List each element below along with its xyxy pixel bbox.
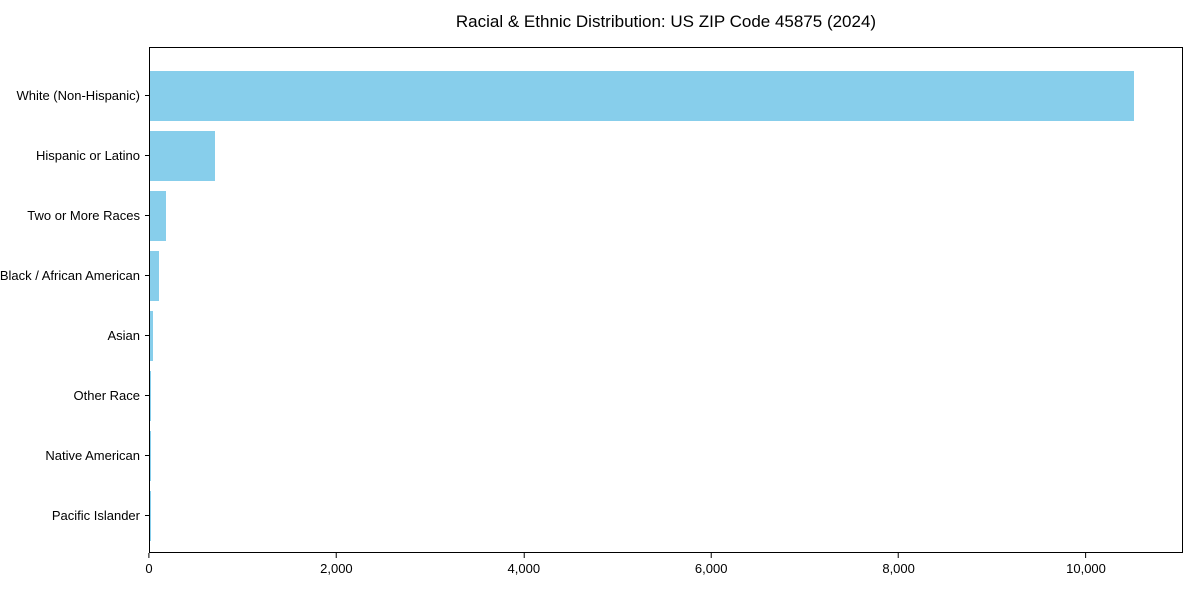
bar <box>150 371 152 421</box>
x-tick-label: 6,000 <box>694 561 728 576</box>
y-tick-mark <box>145 515 150 516</box>
bar-row <box>150 126 1182 186</box>
y-axis-label: Other Race <box>73 387 140 403</box>
bar-row <box>150 306 1182 366</box>
x-tick: 8,000 <box>882 553 915 576</box>
x-axis: 0 2,000 4,000 6,000 8,000 10,000 <box>145 553 1183 583</box>
y-axis-label: Pacific Islander <box>51 507 140 523</box>
bar <box>150 191 166 241</box>
y-label-row: Other Race <box>0 365 150 425</box>
x-tick-mark <box>148 553 150 558</box>
bar <box>150 71 1134 121</box>
x-tick-label: 4,000 <box>507 561 541 576</box>
y-tick-mark <box>145 95 150 96</box>
y-tick-mark <box>145 215 150 216</box>
y-label-row: Black / African American <box>0 245 150 305</box>
x-tick-mark <box>335 553 337 558</box>
y-label-row: Asian <box>0 305 150 365</box>
y-tick-mark <box>145 275 150 276</box>
y-tick-mark <box>145 395 150 396</box>
y-label-row: Pacific Islander <box>0 485 150 545</box>
y-tick-mark <box>145 155 150 156</box>
x-tick-label: 2,000 <box>320 561 353 576</box>
x-tick: 6,000 <box>694 553 728 576</box>
bar-row <box>150 366 1182 426</box>
bar-row <box>150 486 1182 546</box>
x-tick-label: 10,000 <box>1066 561 1106 576</box>
y-label-row: White (Non-Hispanic) <box>0 65 150 125</box>
x-tick-mark <box>523 553 525 558</box>
bar-row <box>150 66 1182 126</box>
chart-title: Racial & Ethnic Distribution: US ZIP Cod… <box>455 12 877 31</box>
y-tick-mark <box>145 335 150 336</box>
y-axis-label: Native American <box>45 447 140 463</box>
x-tick-mark <box>710 553 712 558</box>
y-label-row: Hispanic or Latino <box>0 125 150 185</box>
y-axis-label: Asian <box>107 327 140 343</box>
x-tick: 2,000 <box>320 553 353 576</box>
y-axis-labels-inner: White (Non-Hispanic) Hispanic or Latino Tw… <box>0 65 150 545</box>
y-axis-label: Black / African American <box>0 267 140 283</box>
bar <box>150 251 159 301</box>
bar-row <box>150 186 1182 246</box>
x-tick-label: 0 <box>145 561 153 576</box>
x-tick: 10,000 <box>1066 553 1106 576</box>
bar <box>150 311 153 361</box>
y-axis-label: Two or More Races <box>27 207 140 223</box>
y-axis-labels: White (Non-Hispanic) Hispanic or Latino Tw… <box>0 47 150 553</box>
x-tick: 0 <box>145 553 153 576</box>
x-tick: 4,000 <box>507 553 541 576</box>
bar-series <box>150 66 1182 546</box>
y-axis-label: Hispanic or Latino <box>35 147 140 163</box>
x-tick-label: 8,000 <box>882 561 915 576</box>
y-axis-label: White (Non-Hispanic) <box>16 87 140 103</box>
bar-row <box>150 426 1182 486</box>
y-label-row: Native American <box>0 425 150 485</box>
plot-area <box>149 47 1183 553</box>
y-label-row: Two or More Races <box>0 185 150 245</box>
y-tick-mark <box>145 455 150 456</box>
x-tick-mark <box>898 553 900 558</box>
bar-row <box>150 246 1182 306</box>
bar <box>150 131 215 181</box>
x-tick-mark <box>1085 553 1087 558</box>
